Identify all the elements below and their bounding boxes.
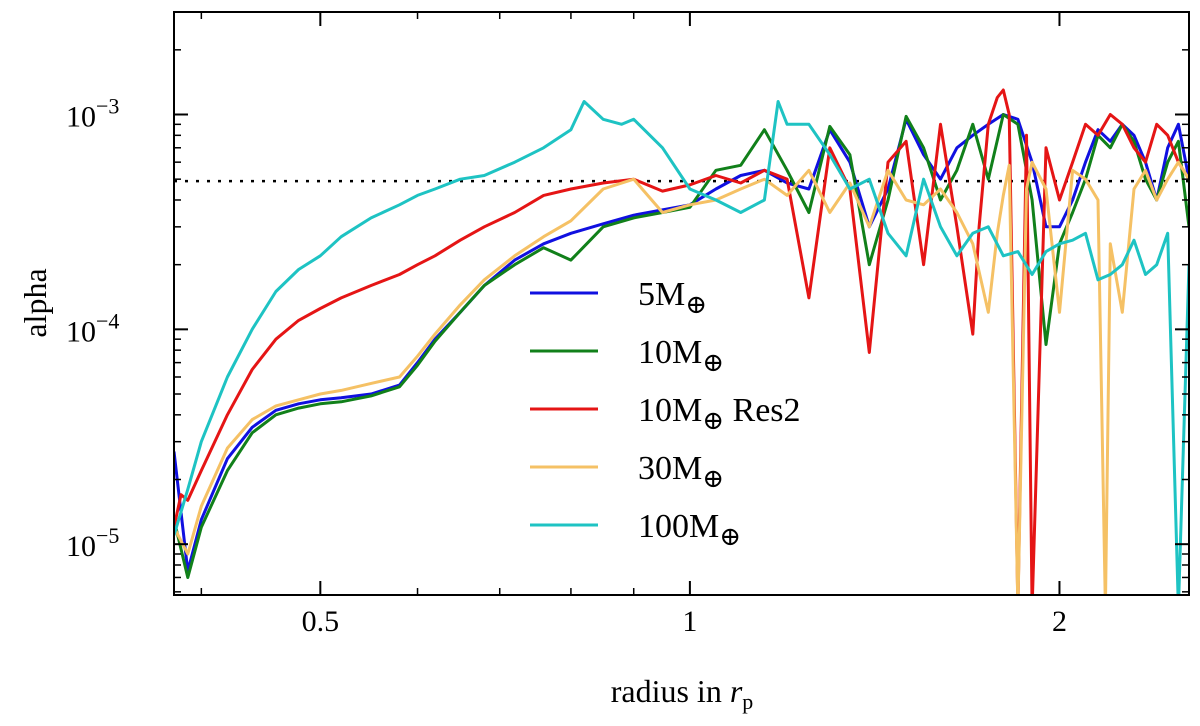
x-axis-label: radius in rp (611, 673, 754, 714)
series-line-4 (174, 100, 1189, 595)
y-tick-label: 10−4 (66, 308, 119, 348)
x-tick-label: 1 (682, 605, 697, 638)
legend-label-sub: ⊕ (685, 290, 707, 319)
legend-label-main: 5M (638, 276, 685, 313)
y-tick-base: 10 (66, 315, 96, 348)
legend-label-sub: ⊕ (719, 522, 741, 551)
legend-label-main: 30M (638, 450, 702, 487)
legend-label-sub: ⊕ (702, 348, 724, 377)
legend-label-sub: ⊕ (702, 464, 724, 493)
series-line-0 (174, 113, 1189, 573)
x-tick-label: 0.5 (302, 605, 340, 638)
y-tick-base: 10 (66, 101, 96, 134)
legend-label-main: 10M (638, 392, 702, 429)
x-axis-label-subscript: p (742, 689, 753, 714)
x-tick-label: 2 (1052, 605, 1067, 638)
axis-ticks: 0.5 1 210−510−410−3 (66, 11, 1189, 638)
y-tick-exponent: −5 (96, 523, 119, 548)
legend-label-sub: ⊕ (702, 406, 724, 435)
series-line-3 (174, 160, 1189, 595)
series-group (174, 88, 1189, 595)
y-axis-label: alpha (17, 268, 53, 337)
series-line-2 (174, 88, 1189, 595)
legend-label: 100M⊕ (638, 508, 741, 551)
legend-label: 30M⊕ (638, 450, 724, 493)
legend-label-suffix: Res2 (724, 392, 801, 429)
plot-area (174, 88, 1189, 595)
legend-label-main: 100M (638, 508, 719, 545)
y-tick-label: 10−5 (66, 523, 119, 563)
legend-label: 10M⊕ Res2 (638, 392, 801, 435)
y-tick-exponent: −4 (96, 308, 119, 333)
y-tick-base: 10 (66, 530, 96, 563)
series-line-1 (174, 113, 1189, 579)
legend-label-main: 10M (638, 334, 702, 371)
y-tick-label: 10−3 (66, 94, 119, 134)
x-axis-label-symbol: r (730, 673, 743, 709)
plot-frame (173, 11, 1190, 596)
x-axis-label-text: radius in (611, 673, 722, 709)
y-tick-exponent: −3 (96, 94, 119, 119)
legend-label: 5M⊕ (638, 276, 707, 319)
legend-label: 10M⊕ (638, 334, 724, 377)
